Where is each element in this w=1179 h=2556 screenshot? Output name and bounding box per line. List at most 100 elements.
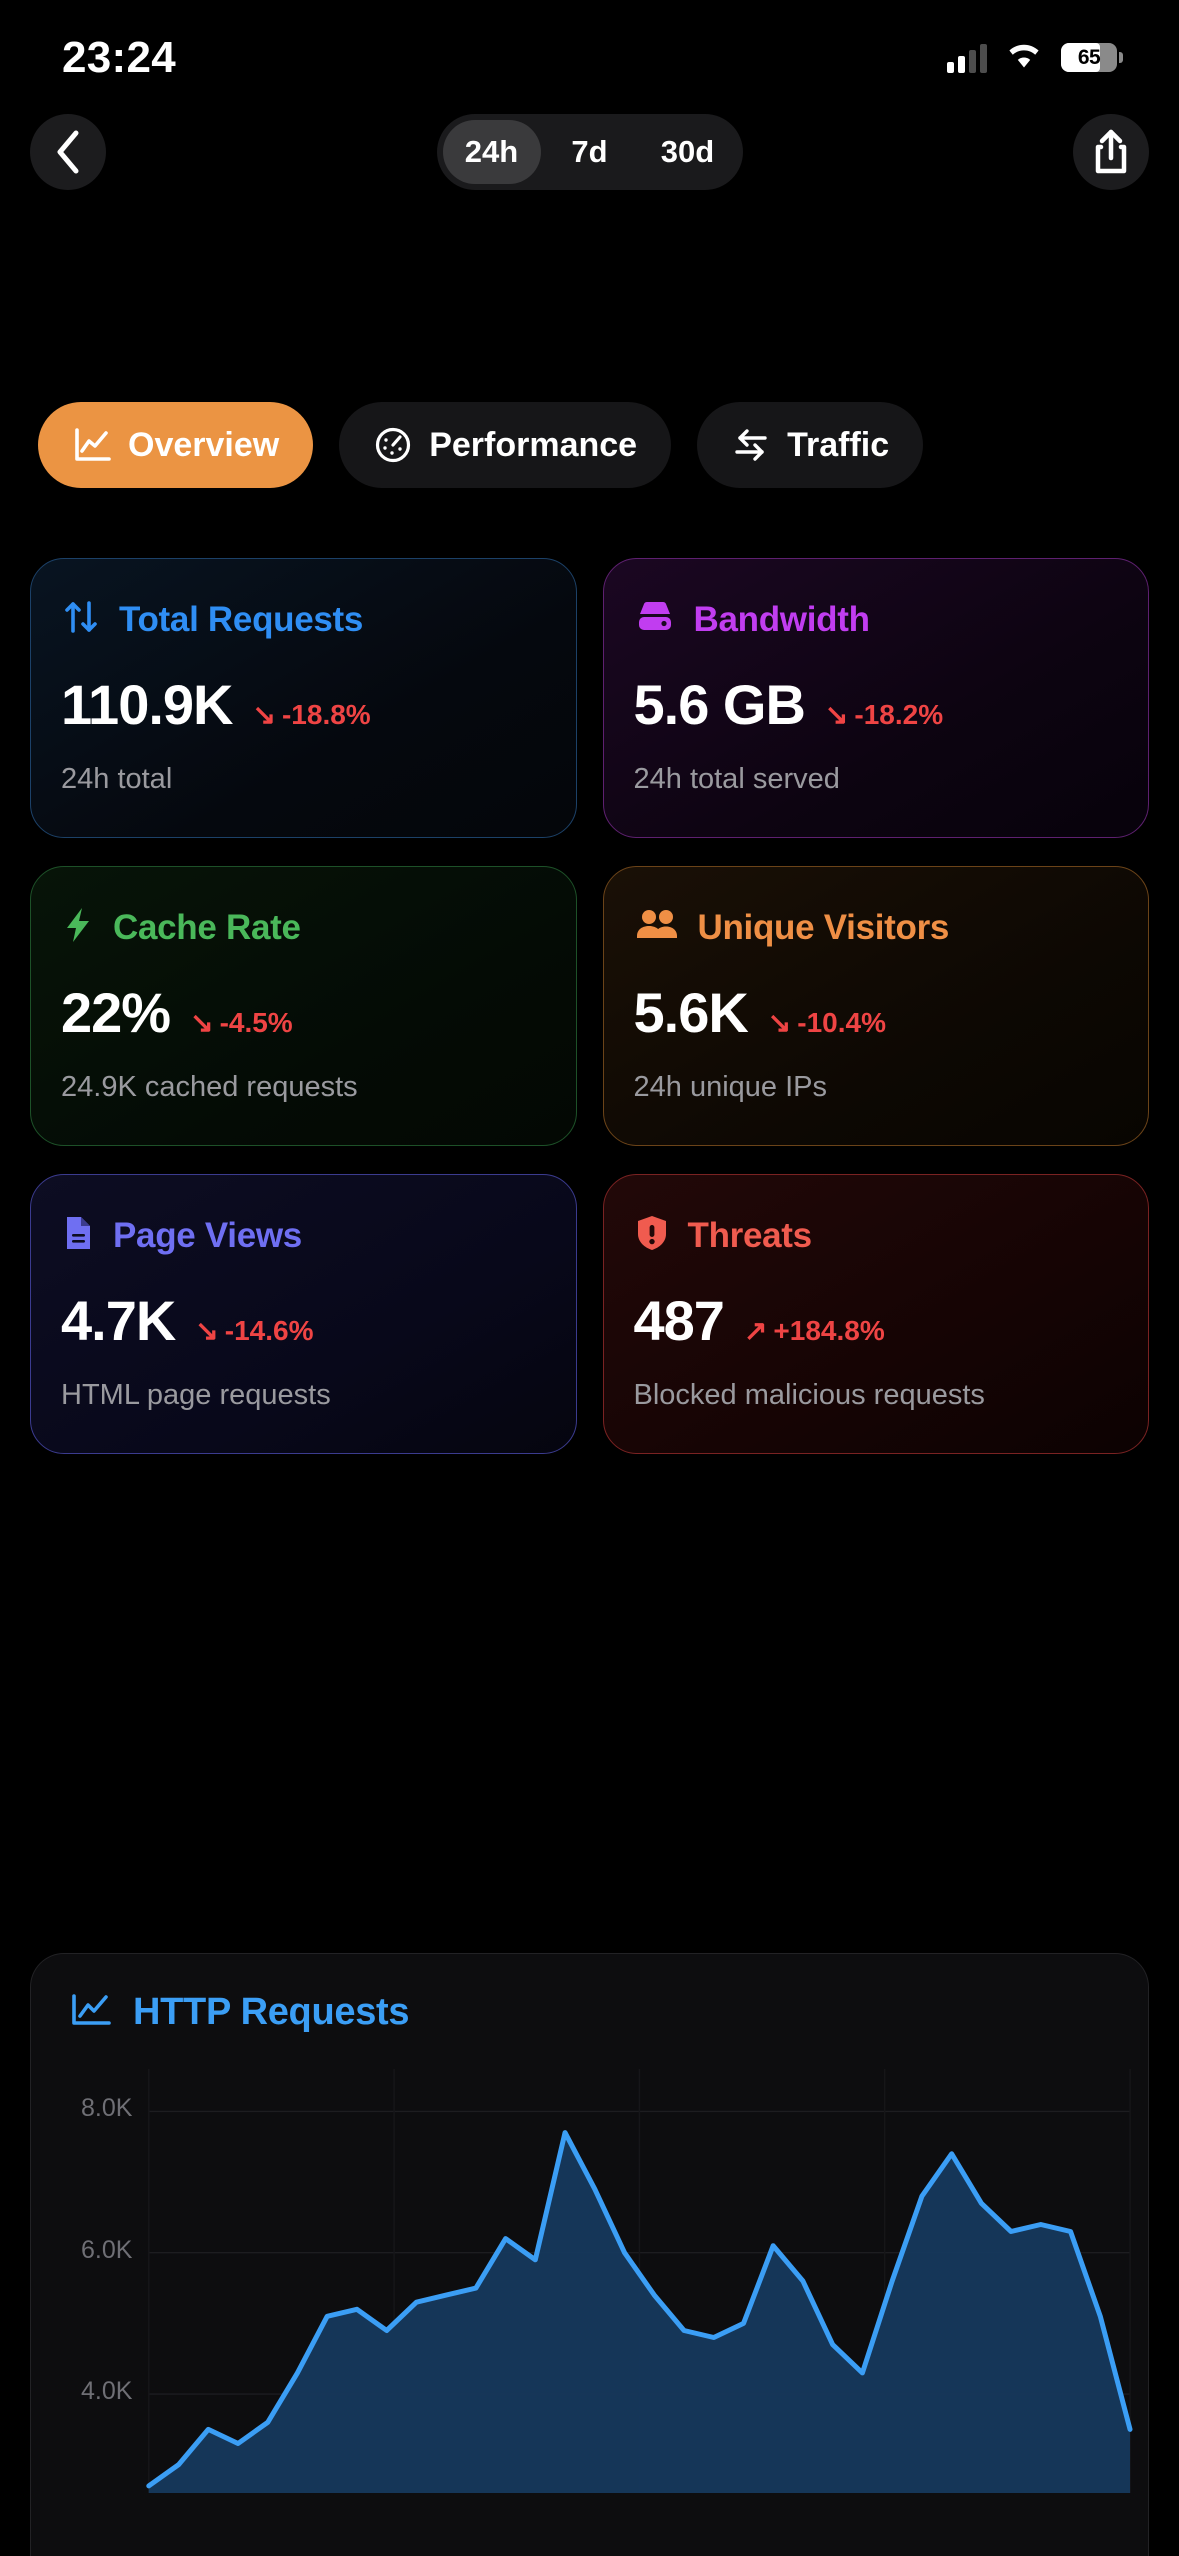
change-value: -18.8% <box>281 698 371 730</box>
change-value: -10.4% <box>797 1006 886 1038</box>
change-value: +184.8% <box>773 1314 885 1346</box>
chevron-left-icon <box>57 130 79 174</box>
card-header: Cache Rate <box>61 905 546 950</box>
line-chart-icon <box>69 1990 113 2035</box>
transfer-arrows-icon <box>731 425 771 465</box>
battery-icon: 65 <box>1061 43 1123 72</box>
wifi-icon <box>1005 41 1043 74</box>
chart-header: HTTP Requests <box>31 1990 1148 2035</box>
nav-bar: 24h 7d 30d <box>0 112 1179 192</box>
card-change: ↘ -14.6% <box>195 1314 313 1347</box>
card-value: 22% <box>61 981 171 1044</box>
metrics-grid: Total Requests 110.9K ↘ -18.8% 24h total <box>30 558 1149 1454</box>
card-title: Page Views <box>113 1215 302 1255</box>
arrows-up-down-icon <box>61 597 101 642</box>
card-value: 487 <box>633 1289 725 1352</box>
tab-overview[interactable]: Overview <box>38 402 314 488</box>
metric-card-threats[interactable]: Threats 487 ↗ +184.8% Blocked malicious … <box>602 1174 1149 1454</box>
change-value: -18.2% <box>854 698 944 730</box>
change-value: -4.5% <box>219 1006 293 1038</box>
chart-ytick-8k: 8.0K <box>81 2094 133 2123</box>
metric-card-total-requests[interactable]: Total Requests 110.9K ↘ -18.8% 24h total <box>30 558 577 838</box>
status-bar-time: 23:24 <box>62 32 177 82</box>
card-title: Total Requests <box>119 599 364 639</box>
card-title: Threats <box>687 1215 813 1255</box>
tab-performance-label: Performance <box>429 425 638 464</box>
change-arrow-icon: ↘ <box>824 699 849 730</box>
card-value-row: 4.7K ↘ -14.6% <box>61 1289 546 1352</box>
tab-performance[interactable]: Performance <box>339 402 672 488</box>
chart-ytick-6k: 6.0K <box>81 2235 133 2264</box>
range-option-30d[interactable]: 30d <box>639 120 737 184</box>
back-button[interactable] <box>30 114 106 190</box>
document-icon <box>61 1213 95 1258</box>
range-option-7d-label: 7d <box>571 134 608 169</box>
card-header: Page Views <box>61 1213 546 1258</box>
card-subtitle: 24h total served <box>633 762 840 795</box>
card-change: ↘ -10.4% <box>768 1006 886 1039</box>
status-bar-indicators: 65 <box>947 41 1123 74</box>
card-subtitle: 24h total <box>61 762 173 795</box>
change-arrow-icon: ↘ <box>252 699 276 730</box>
metric-card-unique-visitors[interactable]: Unique Visitors 5.6K ↘ -10.4% 24h unique… <box>602 866 1149 1146</box>
change-arrow-icon: ↗ <box>743 1315 768 1346</box>
share-icon <box>1095 129 1127 174</box>
card-header: Total Requests <box>61 597 546 642</box>
change-value: -14.6% <box>224 1314 314 1346</box>
metric-card-bandwidth[interactable]: Bandwidth 5.6 GB ↘ -18.2% 24h total serv… <box>602 558 1149 838</box>
card-change: ↗ +184.8% <box>744 1314 885 1347</box>
card-title: Cache Rate <box>113 907 301 947</box>
gauge-icon <box>373 425 413 465</box>
card-change: ↘ -18.8% <box>253 698 371 731</box>
card-header: Bandwidth <box>634 597 1119 642</box>
range-option-7d[interactable]: 7d <box>541 120 639 184</box>
battery-level: 65 <box>1077 45 1101 69</box>
range-option-30d-label: 30d <box>660 134 715 169</box>
metric-card-cache-rate[interactable]: Cache Rate 22% ↘ -4.5% 24.9K cached requ… <box>30 866 577 1146</box>
tab-traffic[interactable]: Traffic <box>697 402 924 488</box>
change-arrow-icon: ↘ <box>190 1007 214 1038</box>
people-icon <box>634 905 680 950</box>
range-option-24h[interactable]: 24h <box>442 120 541 184</box>
time-range-segmented-control[interactable]: 24h 7d 30d <box>436 114 743 190</box>
chart-title: HTTP Requests <box>133 1991 410 2033</box>
card-value: 4.7K <box>61 1289 176 1352</box>
card-value: 5.6 GB <box>633 673 806 736</box>
chart-ytick-4k: 4.0K <box>81 2377 133 2406</box>
card-value: 110.9K <box>61 673 233 736</box>
line-chart-icon <box>72 425 112 465</box>
hard-drive-icon <box>634 597 676 642</box>
card-subtitle: 24.9K cached requests <box>61 1070 358 1103</box>
card-subtitle: Blocked malicious requests <box>633 1378 985 1411</box>
card-subtitle: HTML page requests <box>61 1378 331 1411</box>
status-bar: 23:24 65 <box>0 0 1179 105</box>
card-change: ↘ -4.5% <box>190 1006 293 1039</box>
card-value-row: 5.6K ↘ -10.4% <box>633 981 1119 1044</box>
tab-overview-label: Overview <box>128 425 280 464</box>
chart-canvas[interactable]: 8.0K 6.0K 4.0K <box>31 2063 1148 2493</box>
cellular-signal-icon <box>947 43 987 73</box>
card-value-row: 110.9K ↘ -18.8% <box>61 673 546 736</box>
card-header: Unique Visitors <box>634 905 1119 950</box>
card-value-row: 5.6 GB ↘ -18.2% <box>633 673 1119 736</box>
tab-traffic-label: Traffic <box>787 425 890 464</box>
card-value-row: 22% ↘ -4.5% <box>61 981 546 1044</box>
range-option-24h-label: 24h <box>464 134 519 169</box>
metric-card-page-views[interactable]: Page Views 4.7K ↘ -14.6% HTML page reque… <box>30 1174 577 1454</box>
card-subtitle: 24h unique IPs <box>633 1070 827 1103</box>
shield-alert-icon <box>634 1213 670 1258</box>
card-value-row: 487 ↗ +184.8% <box>633 1289 1119 1352</box>
share-button[interactable] <box>1073 114 1149 190</box>
lightning-bolt-icon <box>61 905 95 950</box>
tab-bar: Overview Performance <box>0 400 1179 490</box>
card-title: Bandwidth <box>693 599 870 639</box>
change-arrow-icon: ↘ <box>767 1007 792 1038</box>
http-requests-chart-panel: HTTP Requests 8.0K 6.0K 4.0K <box>30 1953 1149 2556</box>
card-value: 5.6K <box>633 981 749 1044</box>
change-arrow-icon: ↘ <box>195 1315 219 1346</box>
card-change: ↘ -18.2% <box>825 698 943 731</box>
card-title: Unique Visitors <box>697 907 950 947</box>
chart-svg <box>146 2069 1133 2493</box>
card-header: Threats <box>634 1213 1119 1258</box>
